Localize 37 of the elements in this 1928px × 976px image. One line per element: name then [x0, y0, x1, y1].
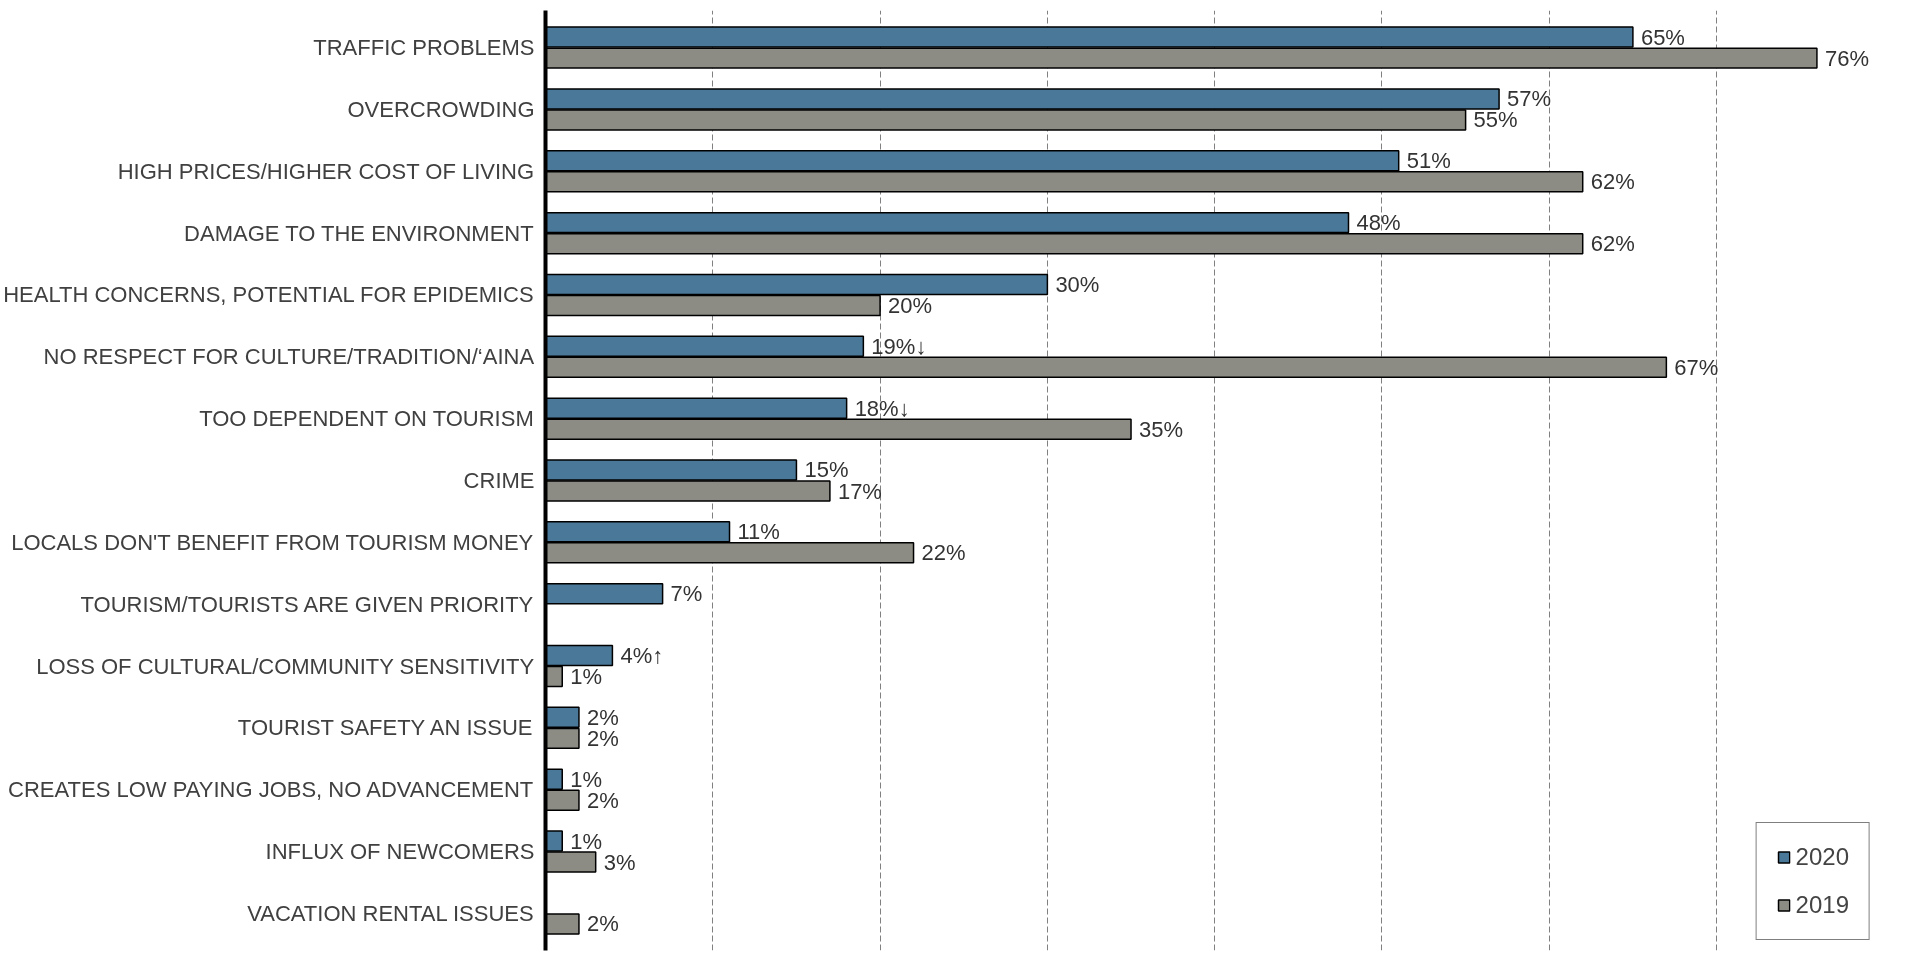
data-label: 62% [1590, 169, 1635, 195]
y-tick-label: INFLUX OF NEWCOMERS [265, 839, 535, 865]
data-label: 65% [1640, 24, 1685, 50]
data-label: 30% [1055, 271, 1100, 297]
data-label: 76% [1824, 45, 1869, 71]
data-label: 11% [737, 519, 780, 545]
data-label: 20% [888, 292, 933, 318]
y-tick-label: TOO DEPENDENT ON TOURISM [199, 406, 534, 432]
data-label: 1% [570, 828, 603, 854]
data-label: 67% [1674, 354, 1719, 380]
legend-label: 2019 [1795, 891, 1849, 919]
data-label: 2% [586, 911, 619, 937]
legend-label: 2020 [1795, 843, 1849, 871]
y-tick-label: HEALTH CONCERNS, POTENTIAL FOR EPIDEMICS [3, 282, 534, 308]
data-label: 1% [570, 664, 603, 690]
data-label: 4%↑ [620, 643, 664, 669]
data-label: 51% [1406, 148, 1451, 174]
y-tick-label: OVERCROWDING [347, 96, 535, 122]
data-label: 22% [921, 540, 966, 566]
y-tick-label: TRAFFIC PROBLEMS [313, 35, 535, 61]
y-tick-label: HIGH PRICES/HIGHER COST OF LIVING [117, 158, 535, 184]
y-tick-label: NO RESPECT FOR CULTURE/TRADITION/‘AINA [43, 344, 535, 370]
data-label: 7% [670, 581, 703, 607]
y-tick-label: TOURIST SAFETY AN ISSUE [237, 715, 533, 741]
data-label: 48% [1356, 210, 1401, 236]
data-label: 35% [1139, 416, 1184, 442]
data-label: 62% [1590, 231, 1635, 257]
y-tick-label: CRIME [463, 468, 535, 493]
data-label: 3% [603, 849, 636, 875]
y-tick-label: VACATION RENTAL ISSUES [247, 900, 534, 926]
data-label: 19%↓ [871, 333, 927, 359]
y-tick-label: TOURISM/TOURISTS ARE GIVEN PRIORITY [80, 591, 534, 617]
data-label: 18%↓ [854, 395, 910, 421]
y-tick-label: CREATES LOW PAYING JOBS, NO ADVANCEMENT [8, 777, 534, 803]
y-tick-label: LOCALS DON'T BENEFIT FROM TOURISM MONEY [11, 529, 534, 555]
y-tick-label: LOSS OF CULTURAL/COMMUNITY SENSITIVITY [36, 653, 535, 679]
y-tick-label: DAMAGE TO THE ENVIRONMENT [184, 220, 534, 246]
